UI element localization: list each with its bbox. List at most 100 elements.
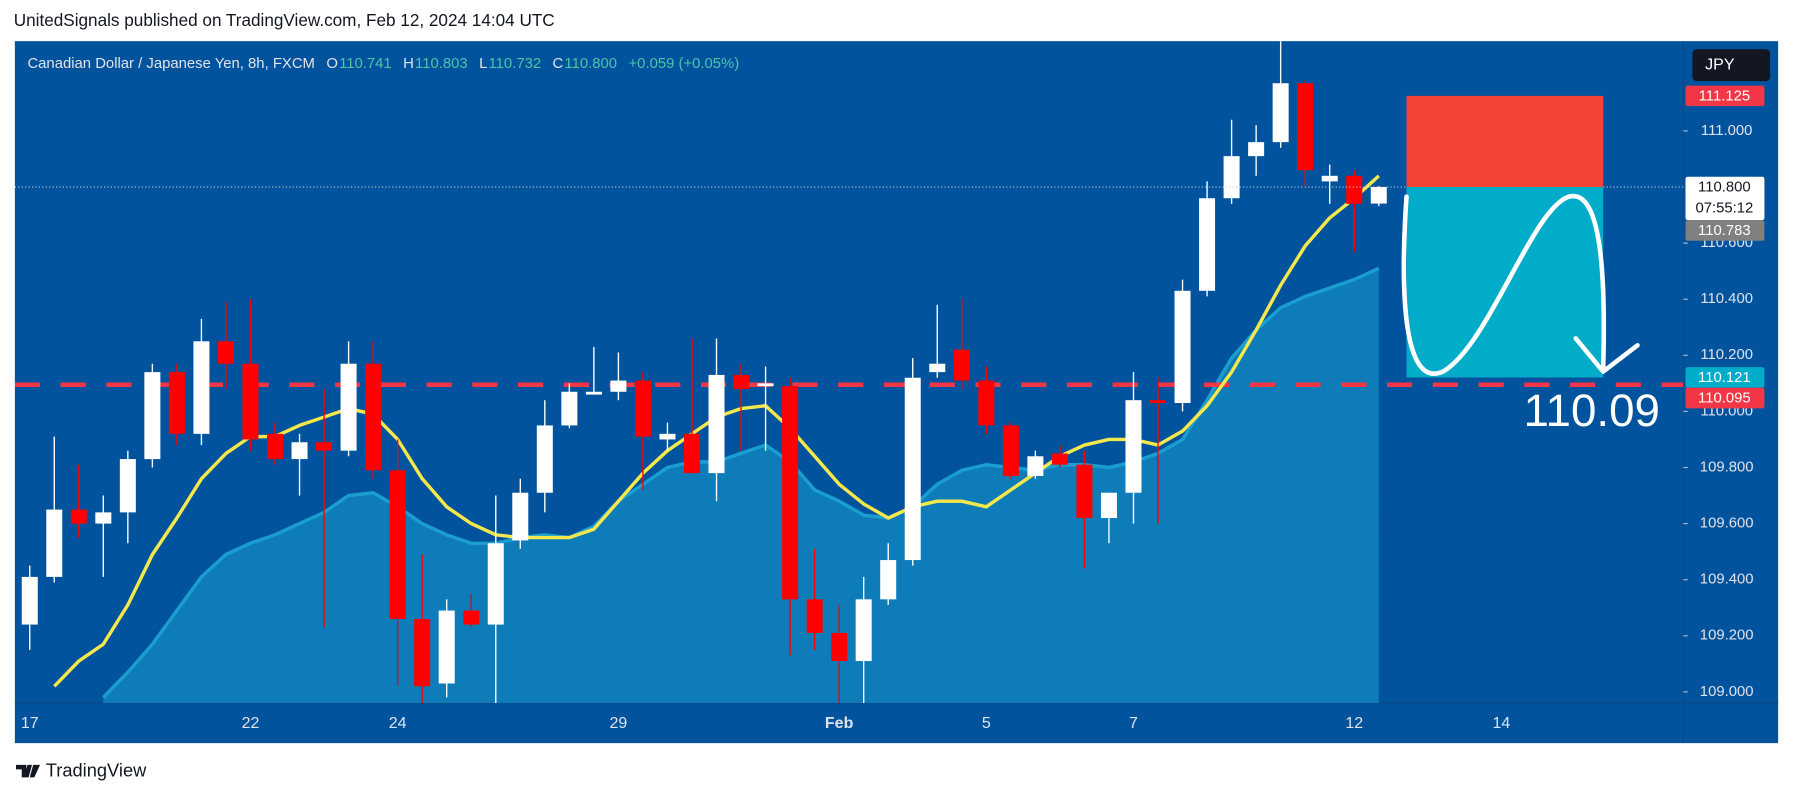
currency-label[interactable]: JPY bbox=[1705, 56, 1735, 73]
x-tick-label: 5 bbox=[982, 715, 991, 732]
candle-body bbox=[46, 509, 63, 577]
candle-body bbox=[1346, 175, 1363, 204]
candle-body bbox=[1321, 175, 1338, 182]
candle-body bbox=[95, 512, 112, 524]
candle-body bbox=[1076, 464, 1093, 518]
candle-body bbox=[1027, 456, 1044, 476]
candle-body bbox=[217, 341, 234, 364]
legend-text: C bbox=[553, 56, 564, 72]
x-tick-label: 12 bbox=[1345, 715, 1363, 732]
candle-body bbox=[193, 341, 210, 434]
price-label: 110.783 bbox=[1698, 223, 1751, 239]
candle-body bbox=[561, 391, 578, 426]
y-tick-label: 109.200 bbox=[1700, 628, 1754, 644]
y-tick-label: 109.600 bbox=[1700, 516, 1754, 532]
candle-body bbox=[1125, 400, 1142, 493]
y-tick-label: 111.000 bbox=[1701, 123, 1753, 139]
price-annotation: 110.09 bbox=[1524, 385, 1660, 436]
candle-body bbox=[659, 433, 676, 440]
candle-body bbox=[585, 391, 602, 395]
candle-body bbox=[1150, 400, 1167, 403]
candle-body bbox=[365, 363, 382, 471]
candle-body bbox=[536, 425, 553, 493]
logo-icon bbox=[16, 764, 41, 778]
legend-text: +0.059 (+0.05%) bbox=[629, 56, 740, 72]
pane bbox=[14, 41, 1684, 704]
legend-text: 110.732 bbox=[489, 56, 542, 72]
candle-body bbox=[389, 470, 406, 619]
candle-body bbox=[340, 363, 357, 451]
candle-body bbox=[168, 372, 185, 434]
price-label-box bbox=[1685, 176, 1765, 221]
y-tick-label: 109.800 bbox=[1700, 459, 1754, 475]
candle-body bbox=[1174, 290, 1191, 403]
currency-button[interactable] bbox=[1692, 49, 1771, 82]
candle-body bbox=[1002, 425, 1019, 476]
candle-body bbox=[1100, 492, 1117, 518]
candle-body bbox=[978, 380, 995, 426]
candle-body bbox=[144, 372, 161, 460]
candle-body bbox=[316, 442, 333, 451]
candle-body bbox=[634, 380, 651, 437]
candle-body bbox=[880, 560, 897, 600]
price-label-box bbox=[1685, 367, 1765, 388]
publish-header: UnitedSignals published on TradingView.c… bbox=[14, 10, 555, 30]
x-tick-label: 17 bbox=[21, 715, 39, 732]
candle-body bbox=[1051, 453, 1068, 465]
candle-body bbox=[782, 386, 799, 600]
legend-text: L bbox=[479, 56, 487, 72]
price-label-box bbox=[1685, 85, 1765, 107]
price-label: 111.125 bbox=[1699, 88, 1751, 104]
candle-body bbox=[806, 599, 823, 633]
x-tick-label: 7 bbox=[1129, 715, 1138, 732]
candle-body bbox=[487, 543, 504, 625]
candle-body bbox=[1272, 83, 1289, 143]
candle-body bbox=[242, 363, 259, 440]
candle-body bbox=[267, 433, 284, 460]
x-tick-label: 22 bbox=[242, 715, 260, 732]
y-tick-label: 109.000 bbox=[1700, 684, 1754, 700]
price-label-box bbox=[1685, 220, 1765, 241]
candle-body bbox=[291, 442, 308, 460]
candle-body bbox=[463, 610, 480, 625]
candle-body bbox=[610, 380, 627, 392]
candle-body bbox=[1370, 187, 1387, 204]
candle-body bbox=[21, 576, 38, 625]
candle-body bbox=[438, 610, 455, 684]
candle-body bbox=[733, 374, 750, 389]
price-label: 110.800 bbox=[1698, 180, 1751, 196]
footer-brand: TradingView bbox=[46, 760, 147, 781]
footer-logo bbox=[16, 764, 41, 778]
candle-body bbox=[512, 492, 529, 541]
candle-body bbox=[70, 509, 87, 524]
candle-body bbox=[1248, 142, 1265, 157]
legend-text: Canadian Dollar / Japanese Yen, 8h, FXCM bbox=[27, 56, 314, 72]
overlay: 109.000 109.200 109.400 109.600 109.800 110.0… bbox=[21, 49, 1771, 732]
drawn-arrow bbox=[1401, 193, 1640, 376]
candle-body bbox=[929, 363, 946, 373]
candle-body bbox=[855, 599, 872, 662]
candle-body bbox=[904, 377, 921, 561]
stop-zone bbox=[1406, 95, 1604, 188]
candle-body bbox=[1199, 198, 1216, 291]
legend-text: H bbox=[403, 56, 414, 72]
candle-body bbox=[119, 459, 136, 513]
candle-body bbox=[953, 349, 970, 381]
legend-text: 110.741 bbox=[339, 56, 392, 72]
candle-body bbox=[1297, 83, 1314, 171]
price-label-countdown: 07:55:12 bbox=[1695, 201, 1753, 217]
x-tick-label: Feb bbox=[825, 715, 854, 732]
y-tick-label: 109.400 bbox=[1700, 572, 1754, 588]
y-tick-label: 110.400 bbox=[1700, 291, 1753, 307]
legend-text: 110.800 bbox=[564, 56, 617, 72]
candle-body bbox=[708, 374, 725, 474]
price-label: 110.095 bbox=[1698, 391, 1751, 407]
candle-body bbox=[683, 433, 700, 474]
area-line bbox=[102, 266, 1380, 699]
y-tick-label: 110.200 bbox=[1700, 347, 1753, 363]
x-tick-label: 14 bbox=[1493, 715, 1511, 732]
candle-body bbox=[414, 618, 431, 687]
price-label: 110.121 bbox=[1698, 370, 1751, 386]
